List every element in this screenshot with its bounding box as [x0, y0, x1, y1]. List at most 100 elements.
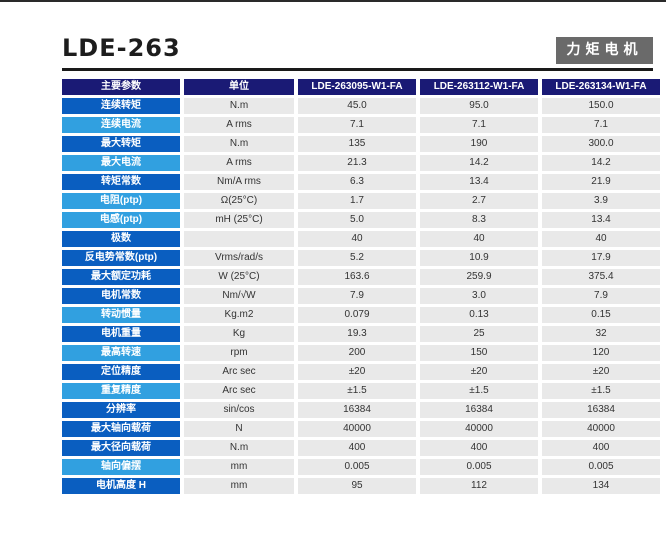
- header-model-1: LDE-263095-W1-FA: [298, 79, 416, 95]
- unit-cell: A rms: [184, 155, 294, 171]
- value-cell-model-2: 259.9: [420, 269, 538, 285]
- value-cell-model-3: 0.15: [542, 307, 660, 323]
- value-cell-model-3: 14.2: [542, 155, 660, 171]
- value-cell-model-3: ±1.5: [542, 383, 660, 399]
- header-param: 主要参数: [62, 79, 180, 95]
- param-name-cell: 转矩常数: [62, 174, 180, 190]
- value-cell-model-1: 0.079: [298, 307, 416, 323]
- header-unit: 单位: [184, 79, 294, 95]
- unit-cell: N.m: [184, 440, 294, 456]
- value-cell-model-2: ±20: [420, 364, 538, 380]
- table-row: 连续转矩 N.m 45.0 95.0 150.0: [62, 98, 660, 114]
- value-cell-model-2: 7.1: [420, 117, 538, 133]
- param-name-cell: 反电势常数(ptp): [62, 250, 180, 266]
- value-cell-model-2: 400: [420, 440, 538, 456]
- value-cell-model-2: 0.13: [420, 307, 538, 323]
- param-name-cell: 最大电流: [62, 155, 180, 171]
- param-name-cell: 极数: [62, 231, 180, 247]
- header-model-2: LDE-263112-W1-FA: [420, 79, 538, 95]
- value-cell-model-1: 6.3: [298, 174, 416, 190]
- table-row: 最大转矩 N.m 135 190 300.0: [62, 136, 660, 152]
- value-cell-model-2: 40: [420, 231, 538, 247]
- value-cell-model-1: 400: [298, 440, 416, 456]
- table-row: 分辨率 sin/cos 16384 16384 16384: [62, 402, 660, 418]
- value-cell-model-2: 190: [420, 136, 538, 152]
- unit-cell: Kg.m2: [184, 307, 294, 323]
- param-name-cell: 转动惯量: [62, 307, 180, 323]
- table-row: 电机常数 Nm/√W 7.9 3.0 7.9: [62, 288, 660, 304]
- param-name-cell: 连续转矩: [62, 98, 180, 114]
- value-cell-model-1: 5.2: [298, 250, 416, 266]
- value-cell-model-1: 1.7: [298, 193, 416, 209]
- unit-cell: Ω(25°C): [184, 193, 294, 209]
- unit-cell: Vrms/rad/s: [184, 250, 294, 266]
- value-cell-model-3: 0.005: [542, 459, 660, 475]
- value-cell-model-1: 40: [298, 231, 416, 247]
- param-name-cell: 最大径向载荷: [62, 440, 180, 456]
- value-cell-model-3: 150.0: [542, 98, 660, 114]
- table-row: 最大径向载荷 N.m 400 400 400: [62, 440, 660, 456]
- value-cell-model-3: 16384: [542, 402, 660, 418]
- table-header-row: 主要参数 单位 LDE-263095-W1-FA LDE-263112-W1-F…: [62, 79, 660, 95]
- value-cell-model-3: 40000: [542, 421, 660, 437]
- value-cell-model-2: 25: [420, 326, 538, 342]
- value-cell-model-2: 112: [420, 478, 538, 494]
- table-row: 最大电流 A rms 21.3 14.2 14.2: [62, 155, 660, 171]
- value-cell-model-2: 10.9: [420, 250, 538, 266]
- table-body: 连续转矩 N.m 45.0 95.0 150.0 连续电流 A rms 7.1 7.1 7.1 最大…: [62, 98, 660, 494]
- value-cell-model-1: 95: [298, 478, 416, 494]
- table-row: 极数 40 40 40: [62, 231, 660, 247]
- unit-cell: A rms: [184, 117, 294, 133]
- value-cell-model-3: ±20: [542, 364, 660, 380]
- value-cell-model-1: 163.6: [298, 269, 416, 285]
- value-cell-model-3: 3.9: [542, 193, 660, 209]
- table-row: 电机重量 Kg 19.3 25 32: [62, 326, 660, 342]
- param-name-cell: 最高转速: [62, 345, 180, 361]
- value-cell-model-1: ±20: [298, 364, 416, 380]
- value-cell-model-2: 13.4: [420, 174, 538, 190]
- unit-cell: mm: [184, 478, 294, 494]
- param-name-cell: 最大轴向载荷: [62, 421, 180, 437]
- value-cell-model-3: 21.9: [542, 174, 660, 190]
- table-row: 转矩常数 Nm/A rms 6.3 13.4 21.9: [62, 174, 660, 190]
- param-name-cell: 电机高度 H: [62, 478, 180, 494]
- value-cell-model-1: ±1.5: [298, 383, 416, 399]
- param-name-cell: 轴向偏摆: [62, 459, 180, 475]
- table-row: 轴向偏摆 mm 0.005 0.005 0.005: [62, 459, 660, 475]
- value-cell-model-3: 134: [542, 478, 660, 494]
- table-row: 最大额定功耗 W (25°C) 163.6 259.9 375.4: [62, 269, 660, 285]
- unit-cell: mm: [184, 459, 294, 475]
- unit-cell: rpm: [184, 345, 294, 361]
- unit-cell: Arc sec: [184, 364, 294, 380]
- param-name-cell: 最大额定功耗: [62, 269, 180, 285]
- spec-table: 主要参数 单位 LDE-263095-W1-FA LDE-263112-W1-F…: [58, 76, 664, 497]
- value-cell-model-3: 400: [542, 440, 660, 456]
- param-name-cell: 最大转矩: [62, 136, 180, 152]
- table-row: 最高转速 rpm 200 150 120: [62, 345, 660, 361]
- category-badge: 力矩电机: [556, 37, 653, 64]
- unit-cell: sin/cos: [184, 402, 294, 418]
- value-cell-model-2: 0.005: [420, 459, 538, 475]
- value-cell-model-3: 120: [542, 345, 660, 361]
- unit-cell: mH (25°C): [184, 212, 294, 228]
- param-name-cell: 电机常数: [62, 288, 180, 304]
- value-cell-model-3: 40: [542, 231, 660, 247]
- unit-cell: N.m: [184, 98, 294, 114]
- value-cell-model-2: 2.7: [420, 193, 538, 209]
- table-row: 连续电流 A rms 7.1 7.1 7.1: [62, 117, 660, 133]
- param-name-cell: 分辨率: [62, 402, 180, 418]
- header-model-3: LDE-263134-W1-FA: [542, 79, 660, 95]
- page-title: LDE-263: [62, 34, 181, 62]
- unit-cell: Nm/A rms: [184, 174, 294, 190]
- top-divider: [0, 0, 666, 2]
- value-cell-model-1: 19.3: [298, 326, 416, 342]
- value-cell-model-3: 17.9: [542, 250, 660, 266]
- table-row: 转动惯量 Kg.m2 0.079 0.13 0.15: [62, 307, 660, 323]
- value-cell-model-2: 150: [420, 345, 538, 361]
- value-cell-model-2: 16384: [420, 402, 538, 418]
- table-row: 最大轴向载荷 N 40000 40000 40000: [62, 421, 660, 437]
- unit-cell: N: [184, 421, 294, 437]
- value-cell-model-1: 45.0: [298, 98, 416, 114]
- unit-cell: [184, 231, 294, 247]
